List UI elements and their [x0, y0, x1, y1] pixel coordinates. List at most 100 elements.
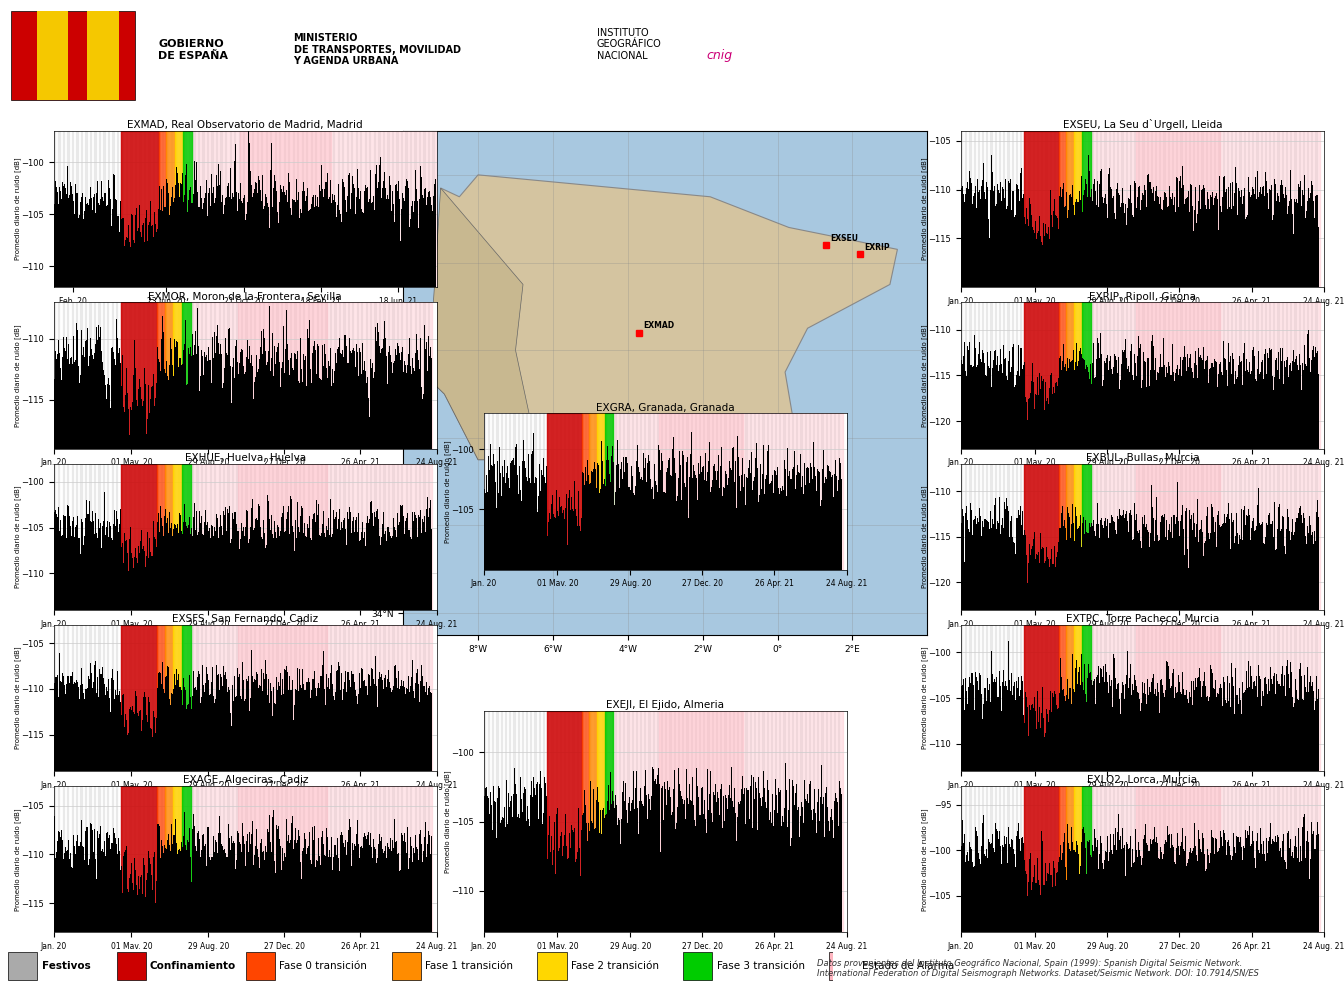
Bar: [241, 131, 331, 287]
Bar: [659, 413, 743, 570]
Bar: [238, 786, 328, 932]
Text: EXTPC: EXTPC: [749, 439, 775, 449]
Text: EXLO2: EXLO2: [718, 439, 746, 449]
Bar: [547, 413, 582, 570]
Bar: [1082, 131, 1090, 287]
Bar: [597, 711, 605, 932]
Bar: [36, 11, 67, 100]
Text: Fase 1 transición: Fase 1 transición: [425, 961, 513, 971]
Y-axis label: Promedio diario de ruido [dB]: Promedio diario de ruido [dB]: [922, 808, 929, 910]
Y-axis label: Promedio diario de ruido [dB]: Promedio diario de ruido [dB]: [15, 486, 22, 588]
Text: Fase 0 transición: Fase 0 transición: [280, 961, 367, 971]
Bar: [1074, 302, 1082, 449]
Bar: [165, 302, 173, 449]
Y-axis label: Promedio diario de ruido [dB]: Promedio diario de ruido [dB]: [15, 325, 22, 426]
Bar: [1136, 464, 1220, 610]
Text: EXSFS: EXSFS: [550, 492, 577, 501]
Bar: [1059, 464, 1066, 610]
Bar: [117, 952, 145, 980]
Title: EXRIP, Ripoll, Girona: EXRIP, Ripoll, Girona: [1089, 291, 1196, 301]
Bar: [121, 302, 157, 449]
Y-axis label: Promedio diario de ruido [dB]: Promedio diario de ruido [dB]: [15, 647, 22, 749]
Bar: [589, 711, 597, 932]
Bar: [1059, 302, 1066, 449]
Bar: [1136, 786, 1220, 932]
Bar: [1136, 625, 1220, 771]
Bar: [238, 464, 328, 610]
Text: EXEJI: EXEJI: [677, 479, 699, 488]
Bar: [1066, 131, 1074, 287]
Bar: [1136, 302, 1220, 449]
Title: EXMAD, Real Observatorio de Madrid, Madrid: EXMAD, Real Observatorio de Madrid, Madr…: [128, 120, 363, 130]
Text: Datos provenientes del Instituto Geográfico Nacional, Spain (1999): Spanish Digi: Datos provenientes del Instituto Geográf…: [817, 959, 1259, 978]
Y-axis label: Promedio diario de ruido [dB]: Promedio diario de ruido [dB]: [445, 440, 452, 542]
Bar: [173, 786, 181, 932]
Bar: [173, 625, 181, 771]
Bar: [1082, 625, 1090, 771]
Bar: [1024, 302, 1320, 449]
Text: cnig: cnig: [706, 49, 732, 61]
Bar: [597, 413, 605, 570]
Bar: [589, 413, 597, 570]
Bar: [605, 413, 613, 570]
Bar: [175, 131, 183, 287]
Bar: [538, 952, 567, 980]
Bar: [181, 786, 191, 932]
Bar: [1059, 131, 1066, 287]
Bar: [121, 302, 433, 449]
Bar: [173, 302, 181, 449]
Bar: [547, 711, 843, 932]
Bar: [165, 786, 173, 932]
Text: MINISTERIO
DE TRANSPORTES, MOVILIDAD
Y AGENDA URBANA: MINISTERIO DE TRANSPORTES, MOVILIDAD Y A…: [293, 33, 461, 67]
Text: EXAGE: EXAGE: [578, 508, 606, 517]
Bar: [1059, 786, 1066, 932]
Bar: [246, 952, 276, 980]
Bar: [1024, 302, 1059, 449]
Y-axis label: Promedio diario de ruido [dB]: Promedio diario de ruido [dB]: [922, 486, 929, 588]
Title: EXLO2, Lorca, Murcia: EXLO2, Lorca, Murcia: [1087, 775, 1198, 785]
Bar: [1074, 131, 1082, 287]
Y-axis label: Promedio diario de ruido [dB]: Promedio diario de ruido [dB]: [15, 808, 22, 910]
Bar: [605, 711, 613, 932]
Text: GOBIERNO
DE ESPAÑA: GOBIERNO DE ESPAÑA: [159, 39, 228, 60]
Y-axis label: Promedio diario de ruido [dB]: Promedio diario de ruido [dB]: [445, 770, 452, 873]
Text: INSTITUTO
GEOGRÁFICO
NACIONAL: INSTITUTO GEOGRÁFICO NACIONAL: [597, 28, 661, 60]
Bar: [121, 131, 159, 287]
Bar: [1024, 464, 1059, 610]
Bar: [1024, 131, 1320, 287]
Bar: [1024, 464, 1320, 610]
Bar: [1074, 464, 1082, 610]
Text: Análisis del nivel de ruido en las estaciones de la Red Sísmica Nacional
como co: Análisis del nivel de ruido en las estac…: [824, 39, 1300, 72]
Text: EXMAD: EXMAD: [644, 322, 675, 331]
Y-axis label: Promedio diario de ruido [dB]: Promedio diario de ruido [dB]: [922, 647, 929, 749]
Bar: [547, 413, 843, 570]
Y-axis label: Promedio diario de ruido [dB]: Promedio diario de ruido [dB]: [15, 158, 22, 260]
Bar: [157, 786, 165, 932]
Polygon shape: [422, 188, 542, 504]
Bar: [121, 464, 157, 610]
Text: EXGRA: EXGRA: [646, 462, 676, 471]
Bar: [8, 952, 38, 980]
Bar: [1082, 464, 1090, 610]
Bar: [238, 302, 328, 449]
Text: EXSEU: EXSEU: [831, 234, 859, 243]
Title: EXSFS, San Fernando, Cadiz: EXSFS, San Fernando, Cadiz: [172, 614, 319, 624]
Bar: [181, 625, 191, 771]
Bar: [121, 464, 433, 610]
Bar: [181, 464, 191, 610]
Bar: [157, 464, 165, 610]
Title: EXMOR, Moron de la Frontera, Sevilla: EXMOR, Moron de la Frontera, Sevilla: [148, 291, 343, 301]
Bar: [683, 952, 712, 980]
Bar: [11, 11, 136, 100]
Title: EXBUL, Bullas, Murcia: EXBUL, Bullas, Murcia: [1086, 453, 1199, 463]
Bar: [159, 131, 167, 287]
Bar: [87, 11, 118, 100]
Polygon shape: [422, 174, 898, 525]
Text: Festivos: Festivos: [42, 961, 90, 971]
Bar: [1074, 625, 1082, 771]
Bar: [238, 625, 328, 771]
Text: Estado de Alarma: Estado de Alarma: [863, 961, 954, 971]
Bar: [1066, 302, 1074, 449]
Bar: [582, 413, 589, 570]
Title: EXHUE, Huelva, Huelva: EXHUE, Huelva, Huelva: [184, 453, 306, 463]
